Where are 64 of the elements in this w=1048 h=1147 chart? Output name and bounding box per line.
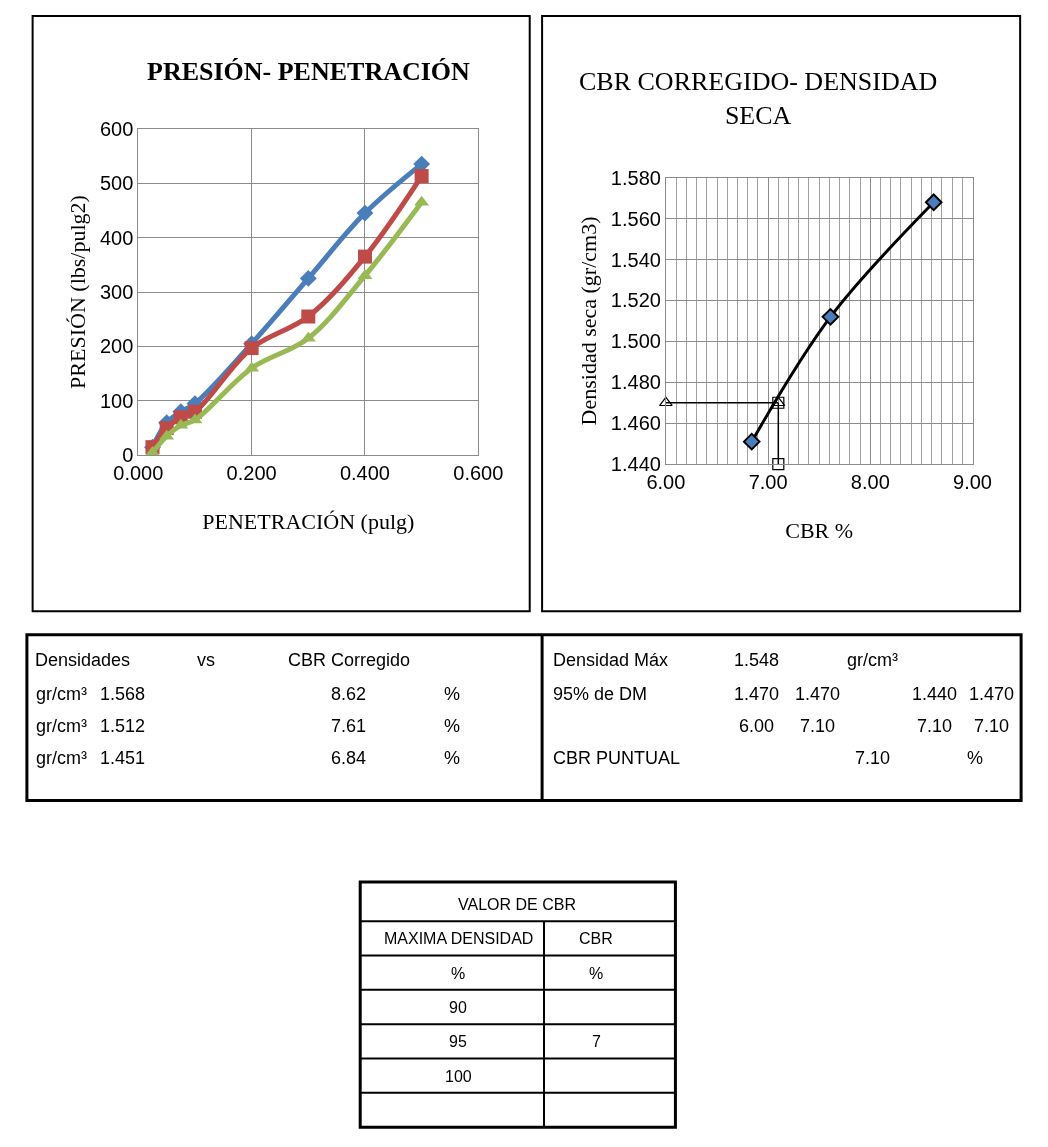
text: 6.00 [739,716,775,736]
text: 1.470 [795,684,841,704]
x-tick-label: 7.00 [748,471,788,494]
text: gr/cm³ [847,650,898,670]
text: % [589,965,604,982]
y-axis-title: PRESIÓN (lbs/pulg2) [64,195,90,389]
y-tick-label: 1.460 [610,412,661,435]
text: 90 [449,999,467,1016]
y-tick-label: 1.580 [610,166,661,189]
y-tick-label: 400 [99,226,134,249]
text: MAXIMA DENSIDAD [384,930,534,947]
text: gr/cm³ [36,748,87,768]
x-tick-label: 8.00 [850,471,890,494]
text: 1.568 [100,684,146,704]
text: % [444,716,461,736]
x-tick-label: 0.200 [226,462,277,485]
y-tick-label: 1.560 [610,207,661,230]
y-tick-label: 200 [99,335,134,358]
text: CBR [579,930,613,947]
text: 1.470 [969,684,1015,704]
x-tick-label: 9.00 [953,471,992,494]
text: % [444,748,461,768]
text: gr/cm³ [36,684,87,704]
text: 7.10 [800,716,836,736]
chart-title: CBR CORREGIDO- DENSIDAD SECA [579,67,938,130]
text: 7.10 [974,716,1010,736]
text: Densidades [35,650,131,670]
x-tick-label: 0.600 [453,462,504,485]
y-tick-label: 1.540 [610,248,661,271]
y-tick-label: 1.520 [610,289,661,312]
text: gr/cm³ [36,716,87,736]
text: 1.470 [734,684,780,704]
text: 95% de DM [553,684,648,704]
text: % [451,965,466,982]
text: 7.61 [331,716,367,736]
y-tick-label: 100 [99,389,134,412]
x-axis-title: PENETRACIÓN (pulg) [202,509,415,535]
text: CBR PUNTUAL [553,748,681,768]
text: 1.440 [912,684,958,704]
text: 7.10 [855,748,891,768]
text: vs [197,650,215,670]
text: 1.548 [734,650,780,670]
text: 1.451 [100,748,146,768]
text: 7 [592,1033,601,1050]
y-tick-label: 1.480 [610,371,661,394]
x-axis-title: CBR % [785,518,854,544]
x-tick-label: 0.400 [339,462,390,485]
y-tick-label: 300 [99,281,134,304]
text: 1.512 [100,716,146,736]
y-tick-label: 500 [99,172,134,195]
text: % [967,748,984,768]
y-tick-label: 600 [99,117,134,140]
y-axis-title: Densidad seca (gr/cm3) [575,216,601,426]
chart-title: PRESIÓN- PENETRACIÓN [147,57,471,86]
text: Densidad Máx [553,650,669,670]
text: 7.10 [917,716,953,736]
text: 95 [449,1033,467,1050]
text: % [444,684,461,704]
text: VALOR DE CBR [458,896,576,913]
text: 100 [445,1068,472,1085]
text: CBR Corregido [288,650,411,670]
y-tick-label: 1.500 [610,330,661,353]
text: 8.62 [331,684,367,704]
text: 6.84 [331,748,367,768]
